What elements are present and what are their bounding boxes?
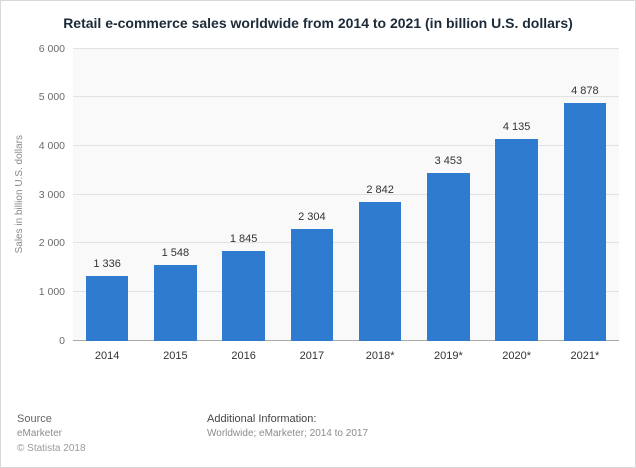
bar-2018*: 2 842	[358, 184, 402, 341]
gridline-2000	[73, 242, 619, 244]
source-block: Source eMarketer © Statista 2018	[17, 413, 207, 457]
bar-column-2015: 1 548	[141, 49, 209, 341]
x-axis-label-2015: 2015	[163, 349, 188, 362]
bar-column-2016: 1 845	[210, 49, 278, 341]
bar-series: 1 336 1 548 1 845 2 304 2 842 3 453 4 135 4 878	[73, 49, 619, 341]
bar-value-label: 2 842	[366, 184, 394, 197]
additional-info-text: Worldwide; eMarketer; 2014 to 2017	[207, 428, 369, 439]
bar-2020*: 4 135	[495, 121, 538, 341]
source-label: Source	[17, 413, 52, 425]
additional-info-block: Additional Information: Worldwide; eMark…	[207, 413, 619, 457]
bar-value-label: 4 878	[571, 85, 599, 98]
bar-value-label: 2 304	[298, 210, 326, 223]
bar-2016: 1 845	[222, 233, 265, 341]
plot-area: 1 336 1 548 1 845 2 304 2 842 3 453 4 135 4 878	[73, 47, 619, 341]
gridline-4000	[73, 145, 619, 147]
bar-column-2017: 2 304	[278, 49, 346, 341]
x-axis-label-2018*: 2018*	[365, 349, 395, 362]
bar-2014: 1 336	[85, 258, 129, 341]
gridline-0	[73, 339, 619, 341]
bar-column-2019*: 3 453	[414, 49, 482, 341]
gridline-6000	[73, 47, 619, 49]
x-axis-label-2014: 2014	[94, 349, 120, 362]
y-tick-label: 2 000	[38, 237, 65, 250]
x-axis-label-2016: 2016	[231, 349, 256, 362]
y-tick-label: 0	[59, 334, 65, 347]
bar-2021*: 4 878	[563, 85, 607, 341]
bar-value-label: 3 453	[434, 154, 463, 167]
chart-area: Sales in billion U.S. dollars 0 1 000 2 00…	[1, 39, 635, 405]
bar-column-2018*: 2 842	[346, 49, 414, 341]
bar-value-label: 1 548	[161, 247, 190, 260]
bar-value-label: 1 845	[229, 232, 258, 245]
x-axis-label-2019*: 2019*	[433, 349, 463, 362]
y-axis-ticks: 0 1 000 2 000 3 000 4 000 5 000 6 000	[29, 43, 73, 347]
source-name: eMarketer	[17, 428, 63, 439]
x-axis-labels: 2014 2015 2016 2017 2018* 2019* 2020* 2021*	[73, 341, 619, 371]
bar-column-2021*: 4 878	[551, 49, 619, 341]
bar-2017: 2 304	[290, 211, 334, 341]
y-tick-label: 1 000	[38, 286, 65, 299]
y-axis-title: Sales in billion U.S. dollars	[13, 135, 25, 254]
chart-title: Retail e-commerce sales worldwide from 2…	[63, 15, 573, 31]
bar-column-2020*: 4 135	[483, 49, 551, 341]
y-tick-label: 6 000	[38, 42, 65, 55]
bar-value-label: 1 336	[93, 257, 121, 270]
gridline-5000	[73, 96, 619, 98]
bar-2019*: 3 453	[427, 155, 470, 341]
y-tick-label: 4 000	[38, 140, 65, 153]
gridline-1000	[73, 291, 619, 293]
bar-value-label: 4 135	[502, 121, 531, 134]
x-axis-label-2020*: 2020*	[502, 349, 531, 362]
bar-2015: 1 548	[154, 247, 197, 341]
y-tick-label: 3 000	[38, 188, 65, 201]
copyright-text: © Statista 2018	[17, 442, 86, 454]
y-tick-label: 5 000	[38, 91, 65, 104]
additional-info-label: Additional Information:	[207, 413, 317, 425]
x-axis-label-2017: 2017	[299, 349, 325, 362]
y-axis-title-wrap: Sales in billion U.S. dollars	[9, 49, 29, 341]
bar-column-2014: 1 336	[73, 49, 141, 341]
chart-footer: Source eMarketer © Statista 2018 Additio…	[1, 405, 635, 467]
gridline-3000	[73, 193, 619, 195]
x-axis-label-2021*: 2021*	[570, 349, 600, 362]
